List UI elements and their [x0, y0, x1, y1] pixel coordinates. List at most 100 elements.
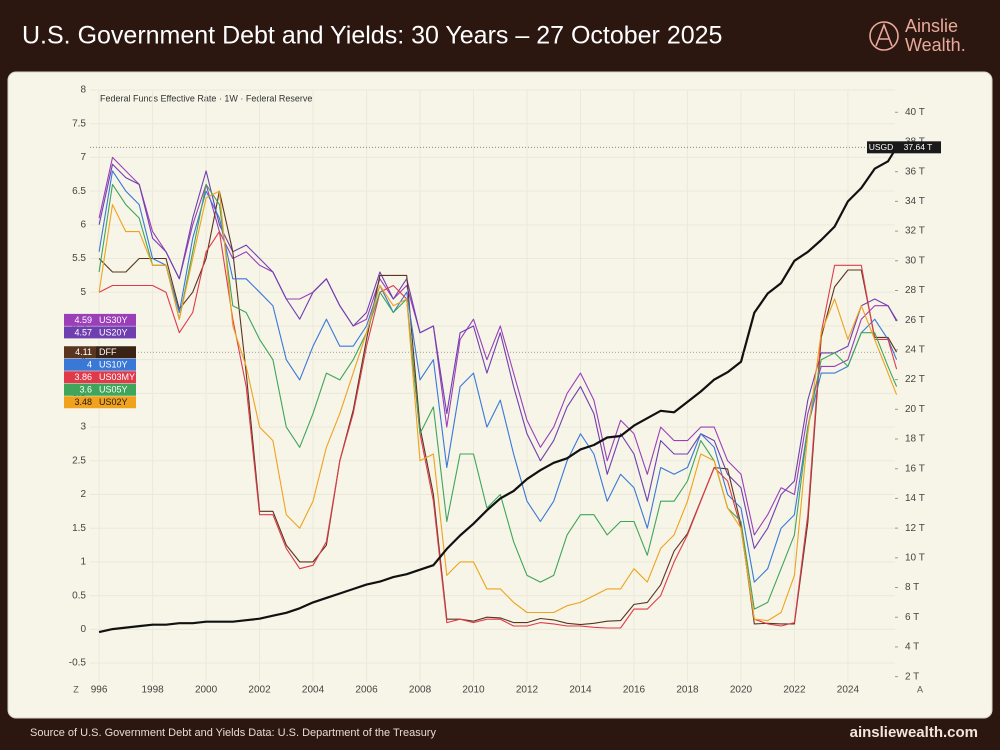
tag-name: DFF: [99, 347, 117, 357]
x-tick-label: 2008: [409, 685, 432, 696]
x-tick-label: 2004: [302, 685, 325, 696]
x-tick-label: 2002: [248, 685, 271, 696]
series-line: [98, 190, 898, 626]
tag-name-box: [96, 396, 136, 409]
y-tick-label: 6.5: [72, 186, 86, 197]
axis-corner-label: A: [917, 684, 923, 694]
series-line: [98, 183, 898, 610]
y2-tick-label: 20 T: [905, 404, 925, 415]
tag-name: US10Y: [99, 360, 128, 370]
series-line: [98, 170, 898, 583]
y2-tick-label: 2 T: [905, 671, 919, 682]
tag-value: 4.11: [75, 347, 92, 357]
tag-name: USGD: [869, 142, 894, 152]
y-tick-label: 0: [80, 624, 86, 635]
y2-tick-label: 18 T: [905, 434, 925, 445]
y-tick-label: 7.5: [72, 118, 86, 129]
tag-name: US05Y: [99, 385, 128, 395]
x-tick-label: 2018: [676, 685, 699, 696]
y2-tick-label: 24 T: [905, 345, 925, 356]
x-tick-label: 2010: [462, 685, 485, 696]
y-tick-label: 3: [80, 422, 86, 433]
axis-corner-label: Z: [73, 684, 79, 694]
x-tick-label: 2000: [195, 685, 218, 696]
y2-tick-label: 12 T: [905, 523, 925, 534]
y2-tick-label: 40 T: [905, 107, 925, 118]
x-tick-label: 2012: [516, 685, 539, 696]
tag-value: 4: [87, 360, 92, 370]
tag-value: 3.6: [79, 385, 92, 395]
y2-tick-label: 28 T: [905, 285, 925, 296]
y-tick-label: 6: [80, 219, 86, 230]
y-tick-label: 1.5: [72, 523, 86, 534]
y2-tick-label: 16 T: [905, 463, 925, 474]
x-tick-label: 2022: [783, 685, 806, 696]
y2-tick-label: 30 T: [905, 255, 925, 266]
logo-circle: [869, 21, 899, 51]
y2-tick-label: 34 T: [905, 196, 925, 207]
tag-name-box: [96, 383, 136, 396]
tag-value-box: [895, 141, 941, 154]
y2-tick-label: 8 T: [905, 582, 919, 593]
y2-tick-label: 10 T: [905, 552, 925, 563]
tag-value-box: [64, 358, 96, 371]
x-tick-label: 2024: [837, 685, 860, 696]
tag-name: US20Y: [99, 327, 128, 337]
chart-title: U.S. Government Debt and Yields: 30 Year…: [22, 22, 722, 50]
series-line: [98, 156, 898, 536]
series-line: [98, 190, 898, 622]
y-tick-label: 2: [80, 489, 86, 500]
tag-value: 3.86: [74, 372, 92, 382]
series-line: [98, 231, 898, 629]
tag-value: 3.48: [74, 397, 92, 407]
tag-name-box: [96, 371, 136, 384]
tag-value: 4.59: [74, 315, 92, 325]
y2-tick-label: 4 T: [905, 642, 919, 653]
source-note: Source of U.S. Government Debt and Yield…: [30, 727, 436, 739]
tag-value-box: [64, 396, 96, 409]
brand-name: Ainslie: [905, 16, 958, 36]
y-tick-label: 7: [80, 152, 86, 163]
brand-name: Wealth.: [905, 35, 966, 55]
y2-tick-label: 14 T: [905, 493, 925, 504]
y2-tick-label: 32 T: [905, 226, 925, 237]
tag-name-box: [96, 358, 136, 371]
y-tick-label: 4.5: [72, 321, 86, 332]
tag-name-box: [96, 346, 136, 359]
y2-tick-label: 26 T: [905, 315, 925, 326]
y2-tick-label: 6 T: [905, 612, 919, 623]
tag-value-box: [64, 326, 96, 339]
tag-value-box: [64, 346, 96, 359]
tag-value-box: [64, 383, 96, 396]
x-tick-label: 1998: [141, 685, 164, 696]
tag-value: 4.57: [74, 327, 92, 337]
tag-name-box: [867, 141, 895, 154]
y-tick-label: 0.5: [72, 590, 86, 601]
x-tick-label: 2006: [355, 685, 378, 696]
y-tick-label: 1: [80, 557, 86, 568]
website: ainsliewealth.com: [850, 724, 978, 741]
y-tick-label: 8: [80, 85, 86, 96]
y-tick-label: 2.5: [72, 455, 86, 466]
tag-name: US02Y: [99, 397, 128, 407]
tag-name: US03MY: [99, 372, 135, 382]
x-tick-label: 2016: [623, 685, 646, 696]
y2-tick-label: 22 T: [905, 374, 925, 385]
series-line: [98, 146, 898, 634]
tag-name: US30Y: [99, 315, 128, 325]
tag-name-box: [96, 313, 136, 326]
tag-value-box: [64, 313, 96, 326]
x-tick-label: 2014: [569, 685, 592, 696]
y-tick-label: 5: [80, 287, 86, 298]
x-tick-label: 996: [91, 685, 108, 696]
y2-tick-label: 36 T: [905, 166, 925, 177]
tag-name-box: [96, 326, 136, 339]
y-tick-label: 5.5: [72, 253, 86, 264]
y-tick-label: -0.5: [69, 658, 87, 669]
tag-value-box: [64, 371, 96, 384]
x-tick-label: 2020: [730, 685, 753, 696]
tag-value: 37.64 T: [904, 142, 933, 152]
chart-panel: [7, 71, 993, 719]
